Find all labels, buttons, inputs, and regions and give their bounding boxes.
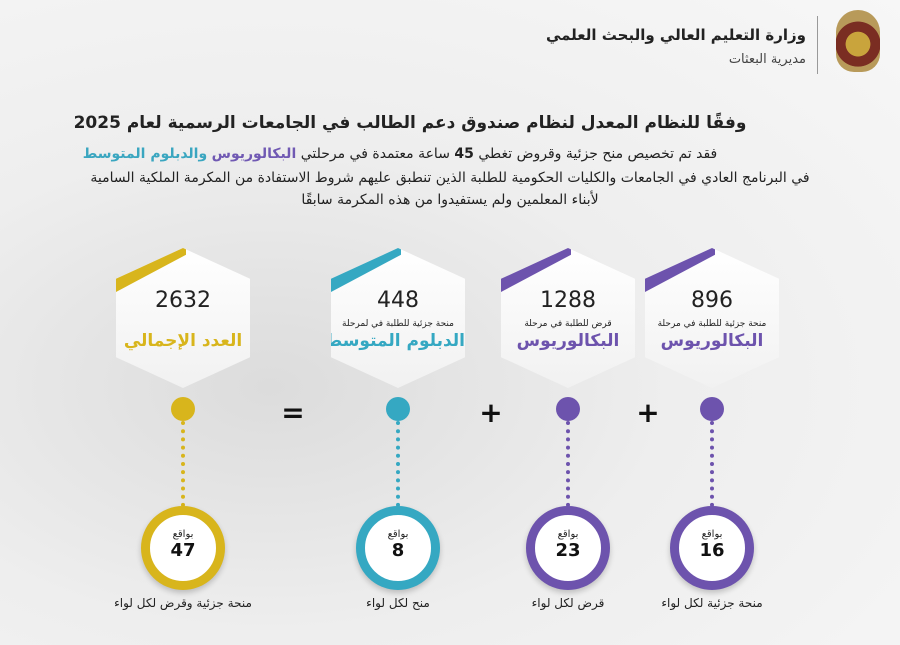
per-label: بواقع (387, 529, 409, 540)
per-label: بواقع (701, 529, 723, 540)
per-value: 47 (170, 540, 196, 561)
per-caption: منحة جزئية لكل لواء (661, 596, 763, 610)
pin-dot (700, 397, 724, 421)
per-caption: منحة جزئية وقرض لكل لواء (114, 596, 252, 610)
hours-value: 45 (454, 146, 474, 162)
card-ribbon (116, 248, 186, 292)
per-district-circle: بواقع 8 (356, 506, 440, 590)
card-ribbon (331, 248, 401, 292)
header: وزارة التعليم العالي والبحث العلمي مديري… (546, 10, 880, 80)
stat-card: 2632 العدد الإجمالي (116, 248, 250, 388)
directorate-name: مديرية البعثات (728, 52, 806, 67)
pin-dot (556, 397, 580, 421)
per-label: بواقع (557, 529, 579, 540)
per-value: 23 (555, 540, 581, 561)
card-stage: الدبلوم المتوسط (324, 331, 465, 351)
card-subtitle: منحة جزئية للطلبة في لمرحلة (342, 319, 454, 329)
page-title: وفقًا للنظام المعدل لنظام صندوق دعم الطا… (73, 113, 747, 133)
equals-sign: = (281, 396, 305, 429)
per-value: 16 (699, 540, 725, 561)
dotted-connector (396, 421, 400, 507)
plus-sign: + (479, 396, 503, 429)
per-caption: قرض لكل لواء (531, 596, 605, 610)
bachelor-highlight: البكالوريوس (211, 146, 297, 162)
per-district-circle: بواقع 23 (526, 506, 610, 590)
intro-line-3: لأبناء المعلمين ولم يستفيدوا من هذه المك… (301, 192, 599, 208)
card-stage: البكالوريوس (516, 331, 620, 351)
per-caption: منح لكل لواء (366, 596, 430, 610)
card-number: 448 (377, 288, 419, 313)
divider (817, 16, 818, 74)
pin-dot (386, 397, 410, 421)
card-number: 896 (691, 288, 733, 313)
pin-dot (171, 397, 195, 421)
card-stage: البكالوريوس (660, 331, 764, 351)
emblem-logo (836, 10, 880, 72)
card-subtitle: منحة جزئية للطلبة في مرحلة (657, 319, 767, 329)
card-subtitle: قرض للطلبة في مرحلة (524, 319, 612, 329)
intro-text: فقد تم تخصيص منح جزئية وقروض تغطي (473, 146, 718, 162)
ministry-name: وزارة التعليم العالي والبحث العلمي (545, 26, 806, 44)
per-label: بواقع (172, 529, 194, 540)
intro-line-2: في البرنامج العادي في الجامعات والكليات … (90, 170, 810, 186)
card-number: 2632 (155, 288, 211, 313)
plus-sign: + (636, 396, 660, 429)
diploma-highlight: والدبلوم المتوسط (82, 146, 208, 162)
dotted-connector (181, 421, 185, 507)
intro-text: ساعة معتمدة في مرحلتي (296, 146, 455, 162)
stat-card: 1288 قرض للطلبة في مرحلة البكالوريوس (501, 248, 635, 388)
card-number: 1288 (540, 288, 596, 313)
per-value: 8 (391, 540, 405, 561)
stat-card: 448 منحة جزئية للطلبة في لمرحلة الدبلوم … (331, 248, 465, 388)
stat-card: 896 منحة جزئية للطلبة في مرحلة البكالوري… (645, 248, 779, 388)
card-ribbon (501, 248, 571, 292)
dotted-connector (566, 421, 570, 507)
intro-line-1: فقد تم تخصيص منح جزئية وقروض تغطي 45 ساع… (0, 146, 900, 162)
per-district-circle: بواقع 47 (141, 506, 225, 590)
dotted-connector (710, 421, 714, 507)
card-stage: العدد الإجمالي (123, 331, 243, 351)
per-district-circle: بواقع 16 (670, 506, 754, 590)
card-ribbon (645, 248, 715, 292)
